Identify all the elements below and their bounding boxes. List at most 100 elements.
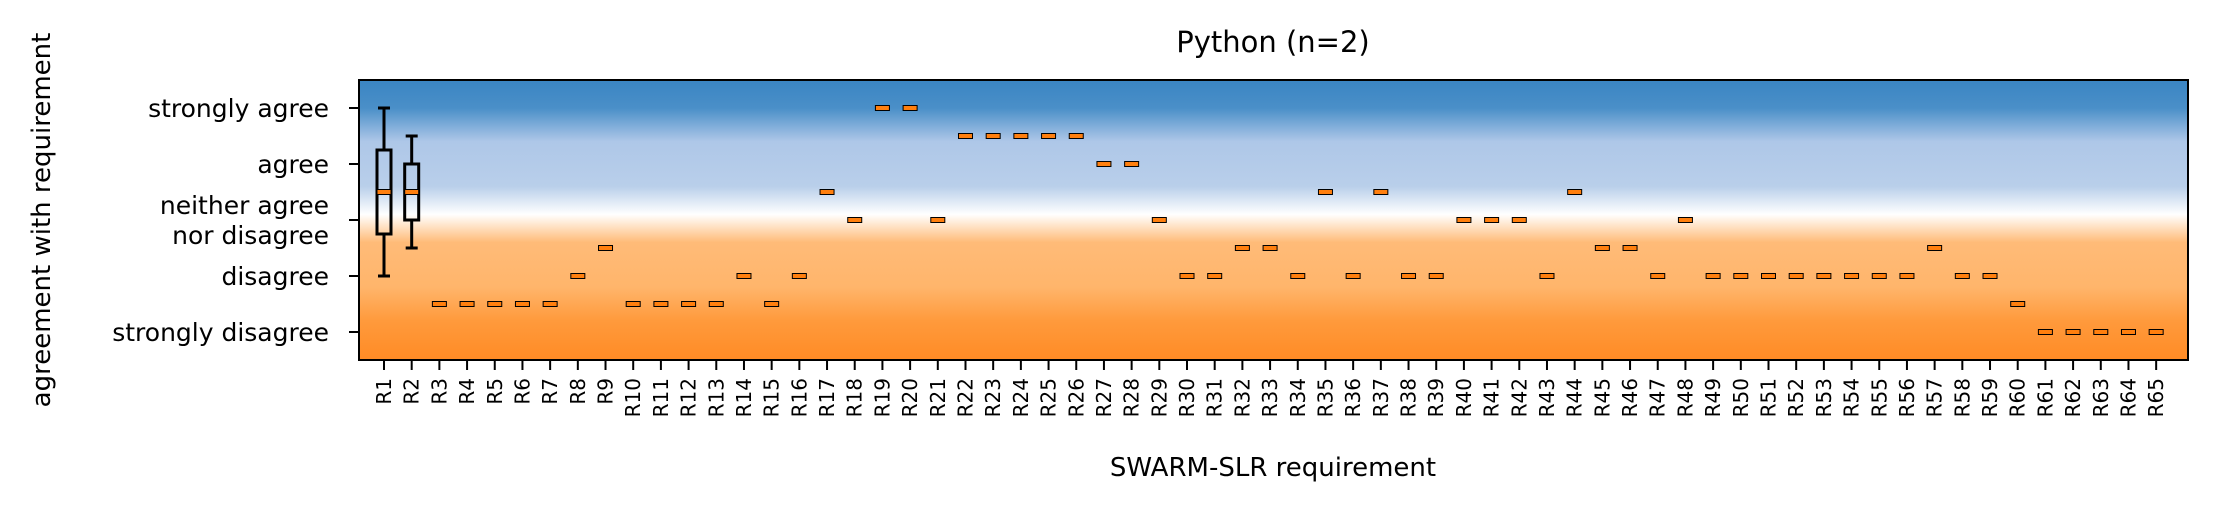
x-tick-label-R28: R28 <box>1120 378 1144 417</box>
median-R38 <box>1401 273 1417 279</box>
x-tick-label-R21: R21 <box>926 378 950 417</box>
y-tick-label-1: strongly agree <box>148 94 329 123</box>
median-R36 <box>1345 273 1361 279</box>
median-R63 <box>2093 329 2109 335</box>
x-tick-label-R27: R27 <box>1092 378 1116 417</box>
x-tick-label-R22: R22 <box>953 378 977 417</box>
x-tick-label-R46: R46 <box>1618 378 1642 417</box>
median-R13 <box>708 301 724 307</box>
median-R53 <box>1816 273 1832 279</box>
x-tick-label-R59: R59 <box>1978 378 2002 417</box>
x-tick-label-R51: R51 <box>1757 378 1781 417</box>
median-R7 <box>542 301 558 307</box>
median-R33 <box>1262 245 1278 251</box>
median-R21 <box>930 217 946 223</box>
x-tick-label-R1: R1 <box>372 378 396 405</box>
y-axis-label: agreement with requirement <box>27 33 57 408</box>
median-R59 <box>1982 273 1998 279</box>
median-R65 <box>2148 329 2164 335</box>
median-R17 <box>819 189 835 195</box>
x-tick-label-R57: R57 <box>1923 378 1947 417</box>
x-tick-label-R60: R60 <box>2006 378 2030 417</box>
median-R10 <box>625 301 641 307</box>
x-axis-label: SWARM-SLR requirement <box>1110 453 1436 483</box>
x-tick-label-R45: R45 <box>1590 378 1614 417</box>
median-R24 <box>1013 133 1029 139</box>
x-tick-label-R39: R39 <box>1424 378 1448 417</box>
x-tick-label-R64: R64 <box>2116 378 2140 417</box>
y-tick-marks <box>349 107 359 333</box>
x-tick-label-R36: R36 <box>1341 378 1365 417</box>
x-tick-label-R12: R12 <box>677 378 701 417</box>
x-tick-label-R33: R33 <box>1258 378 1282 417</box>
median-R8 <box>570 273 586 279</box>
median-R27 <box>1096 161 1112 167</box>
median-R64 <box>2120 329 2136 335</box>
x-tick-label-R55: R55 <box>1867 378 1891 417</box>
median-R11 <box>653 301 669 307</box>
x-tick-label-R56: R56 <box>1895 378 1919 417</box>
median-R48 <box>1677 217 1693 223</box>
x-tick-label-R48: R48 <box>1673 378 1697 417</box>
x-tick-label-R43: R43 <box>1535 378 1559 417</box>
x-tick-label-R41: R41 <box>1480 378 1504 417</box>
x-tick-label-R52: R52 <box>1784 378 1808 417</box>
x-tick-label-R17: R17 <box>815 378 839 417</box>
x-tick-label-R44: R44 <box>1563 378 1587 417</box>
median-R51 <box>1761 273 1776 279</box>
x-tick-label-R24: R24 <box>1009 378 1033 417</box>
median-R12 <box>681 301 697 307</box>
x-tick-label-R53: R53 <box>1812 378 1836 417</box>
x-tick-label-R25: R25 <box>1037 378 1061 417</box>
median-R3 <box>431 301 447 307</box>
x-tick-label-R6: R6 <box>510 378 534 405</box>
x-tick-label-R20: R20 <box>898 378 922 417</box>
x-tick-label-R37: R37 <box>1369 378 1393 417</box>
median-R20 <box>902 105 918 111</box>
x-tick-label-R40: R40 <box>1452 378 1476 417</box>
x-tick-label-R65: R65 <box>2144 378 2168 417</box>
x-tick-label-R23: R23 <box>981 378 1005 417</box>
x-tick-label-R4: R4 <box>455 378 479 405</box>
median-R15 <box>764 301 780 307</box>
plot-background <box>359 80 2188 360</box>
median-R35 <box>1317 189 1333 195</box>
median-R23 <box>985 133 1001 139</box>
median-R25 <box>1041 133 1057 139</box>
median-R61 <box>2037 329 2053 335</box>
median-R49 <box>1705 273 1721 279</box>
x-tick-label-R32: R32 <box>1230 378 1254 417</box>
x-tick-label-R14: R14 <box>732 378 756 417</box>
median-R39 <box>1428 273 1444 279</box>
median-R54 <box>1844 273 1860 279</box>
x-tick-label-R9: R9 <box>594 378 618 405</box>
median-R5 <box>487 301 503 307</box>
median-R46 <box>1622 245 1638 251</box>
median-R56 <box>1899 273 1915 279</box>
x-tick-marks <box>383 360 2158 370</box>
median-R19 <box>874 105 890 111</box>
median-R29 <box>1151 217 1167 223</box>
x-tick-label-R42: R42 <box>1507 378 1531 417</box>
median-R52 <box>1788 273 1804 279</box>
x-tick-label-R5: R5 <box>483 378 507 405</box>
x-tick-label-R13: R13 <box>704 378 728 417</box>
x-tick-label-R8: R8 <box>566 378 590 405</box>
x-tick-label-R62: R62 <box>2061 378 2085 417</box>
median-R6 <box>514 301 530 307</box>
median-R2 <box>404 189 420 195</box>
median-R57 <box>1927 245 1943 251</box>
median-R16 <box>791 273 807 279</box>
median-R31 <box>1207 273 1223 279</box>
x-tick-label-R11: R11 <box>649 378 673 417</box>
median-R4 <box>459 301 475 307</box>
median-R32 <box>1234 245 1250 251</box>
x-tick-label-R30: R30 <box>1175 378 1199 417</box>
x-tick-label-R2: R2 <box>400 378 424 405</box>
median-R37 <box>1373 189 1389 195</box>
median-R44 <box>1567 189 1583 195</box>
x-tick-label-R19: R19 <box>870 378 894 417</box>
median-R22 <box>957 133 973 139</box>
y-tick-label-2: agree <box>257 150 329 179</box>
